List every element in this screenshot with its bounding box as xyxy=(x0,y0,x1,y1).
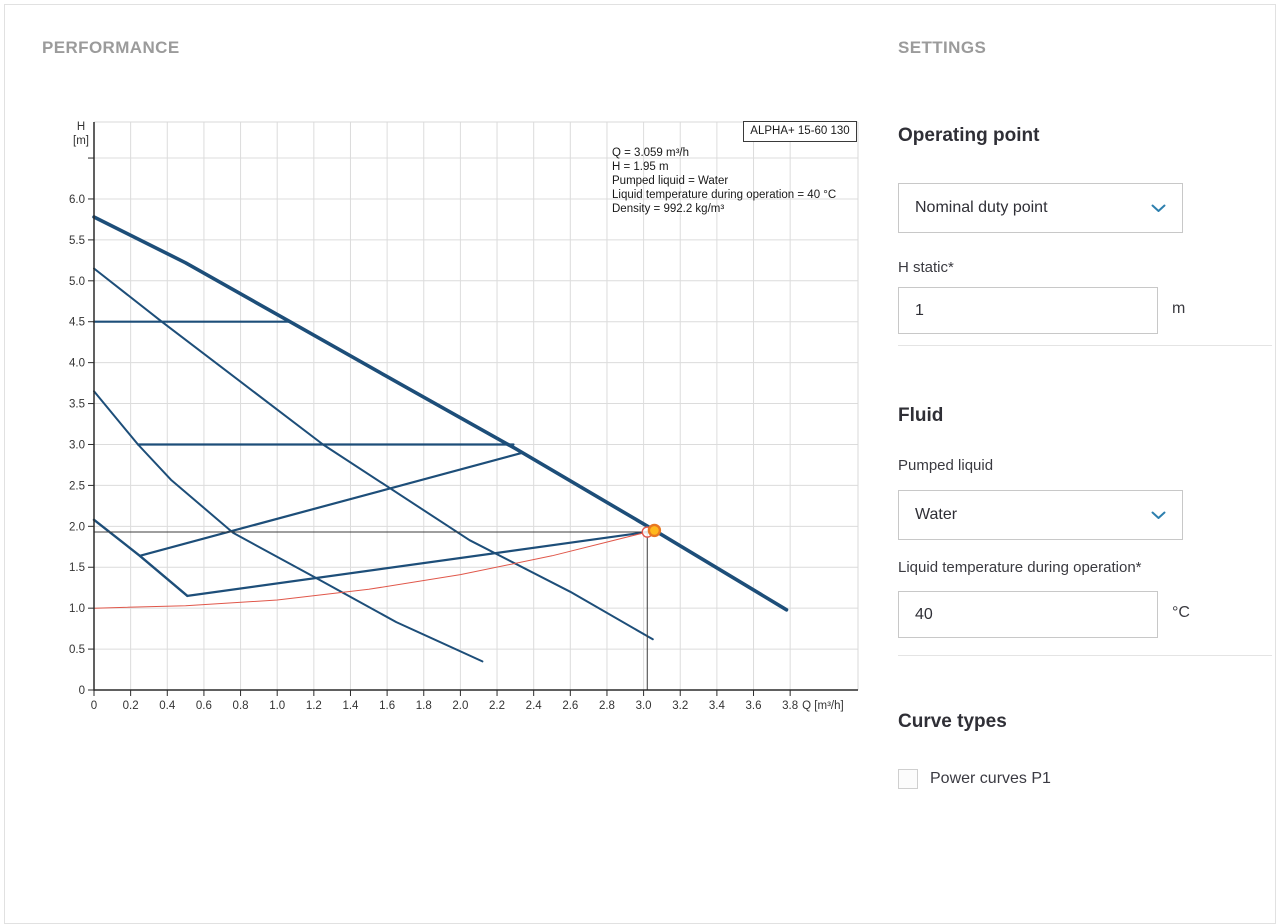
axis-tick-label: 6.0 xyxy=(69,194,85,206)
axis-tick-label: 3.4 xyxy=(709,700,726,712)
pumped-liquid-label: Pumped liquid xyxy=(898,457,994,474)
speed-2-curve xyxy=(93,267,654,641)
axis-tick-label: 3.2 xyxy=(672,700,688,712)
operating-point-marker[interactable] xyxy=(647,523,662,538)
axis-tick-label: 0 xyxy=(91,700,97,712)
axis-tick-label: 2.2 xyxy=(489,700,505,712)
annotation-line-density: Density = 992.2 kg/m³ xyxy=(612,203,725,215)
axis-tick-label: 1.0 xyxy=(69,603,85,615)
settings-section-title: SETTINGS xyxy=(898,38,987,57)
axis-tick-label: 3.8 xyxy=(782,700,798,712)
axis-tick-label: 1.0 xyxy=(269,700,285,712)
axis-tick-label: 1.8 xyxy=(416,700,432,712)
pumped-liquid-select-value: Water xyxy=(915,506,958,523)
axis-tick-label: 4.0 xyxy=(69,358,85,370)
axis-tick-label: 2.6 xyxy=(562,700,578,712)
performance-section-title: PERFORMANCE xyxy=(42,38,180,57)
annotation-line-h: H = 1.95 m xyxy=(612,161,669,173)
axis-tick-label: 0.5 xyxy=(69,644,85,656)
power-curves-p1-checkbox[interactable] xyxy=(898,769,918,789)
axis-tick-label: 2.4 xyxy=(526,700,543,712)
annotation-line-temperature: Liquid temperature during operation = 40… xyxy=(612,189,837,201)
operating-point-heading: Operating point xyxy=(898,125,1040,146)
chevron-down-icon xyxy=(1151,204,1166,212)
axis-tick-label: 1.6 xyxy=(379,700,395,712)
h-static-label: H static* xyxy=(898,259,954,276)
axis-tick-label: 0.6 xyxy=(196,700,212,712)
performance-chart: 0 0.2 0.4 0.6 0.8 1.0 1.2 1.4 1.6 1.8 2.0 2.2 2.4 2.6… xyxy=(60,110,872,724)
operating-point-select[interactable]: Nominal duty point xyxy=(898,183,1183,233)
axis-tick-label: 3.6 xyxy=(746,700,762,712)
proportional-pressure-curve-2 xyxy=(138,451,524,557)
pumped-liquid-select[interactable]: Water xyxy=(898,490,1183,540)
axis-tick-label: 0.4 xyxy=(159,700,176,712)
axis-tick-label: 3.5 xyxy=(69,399,85,411)
axis-tick-label: 4.5 xyxy=(69,317,85,329)
axis-tick-label: 1.4 xyxy=(342,700,359,712)
pump-name-label: ALPHA+ 15-60 130 xyxy=(743,121,857,142)
axis-tick-label: 0.2 xyxy=(123,700,139,712)
axis-tick-label: 5.5 xyxy=(69,235,85,247)
power-curves-p1-label[interactable]: Power curves P1 xyxy=(930,770,1051,787)
content-card xyxy=(4,4,1276,924)
liquid-temperature-unit: °C xyxy=(1172,604,1190,621)
annotation-line-liquid: Pumped liquid = Water xyxy=(612,175,729,187)
axis-tick-label: 2.5 xyxy=(69,480,85,492)
system-curve xyxy=(93,531,648,609)
axis-tick-label: H xyxy=(77,121,85,133)
axis-tick-label: 0 xyxy=(79,685,85,697)
section-divider xyxy=(898,345,1272,346)
liquid-temperature-input[interactable] xyxy=(898,591,1158,638)
duty-point-annotation: Q = 3.059 m³/h H = 1.95 m Pumped liquid … xyxy=(612,146,836,216)
axis-tick-label: 3.0 xyxy=(636,700,652,712)
axis-tick-label: [m] xyxy=(73,135,89,147)
min-speed-segment xyxy=(92,518,189,598)
pump-curve-plot: 0 0.2 0.4 0.6 0.8 1.0 1.2 1.4 1.6 1.8 2.0 2.2 2.4 2.6… xyxy=(69,121,859,712)
h-static-input[interactable] xyxy=(898,287,1158,334)
axis-tick-label: 3.0 xyxy=(69,439,85,451)
axis-tick-label: 2.8 xyxy=(599,700,615,712)
operating-point-select-value: Nominal duty point xyxy=(915,199,1048,216)
proportional-pressure-curve-1 xyxy=(186,530,649,597)
fluid-heading: Fluid xyxy=(898,405,944,426)
axis-tick-label: 0.8 xyxy=(233,700,249,712)
axis-tick-label: 2.0 xyxy=(452,700,468,712)
curve-types-heading: Curve types xyxy=(898,711,1007,732)
section-divider xyxy=(898,655,1272,656)
h-static-unit: m xyxy=(1172,300,1186,317)
settings-panel: Operating point Nominal duty point H sta… xyxy=(898,0,1272,792)
liquid-temperature-label: Liquid temperature during operation* xyxy=(898,559,1142,576)
annotation-line-q: Q = 3.059 m³/h xyxy=(612,147,690,159)
axis-tick-label: 5.0 xyxy=(69,276,85,288)
axis-tick-label: 1.5 xyxy=(69,562,85,574)
axis-tick-label: Q [m³/h] xyxy=(802,700,844,712)
axis-tick-label: 2.0 xyxy=(69,521,85,533)
axis-tick-label: 1.2 xyxy=(306,700,322,712)
chevron-down-icon xyxy=(1151,511,1166,519)
speed-3-max-curve xyxy=(92,215,789,612)
